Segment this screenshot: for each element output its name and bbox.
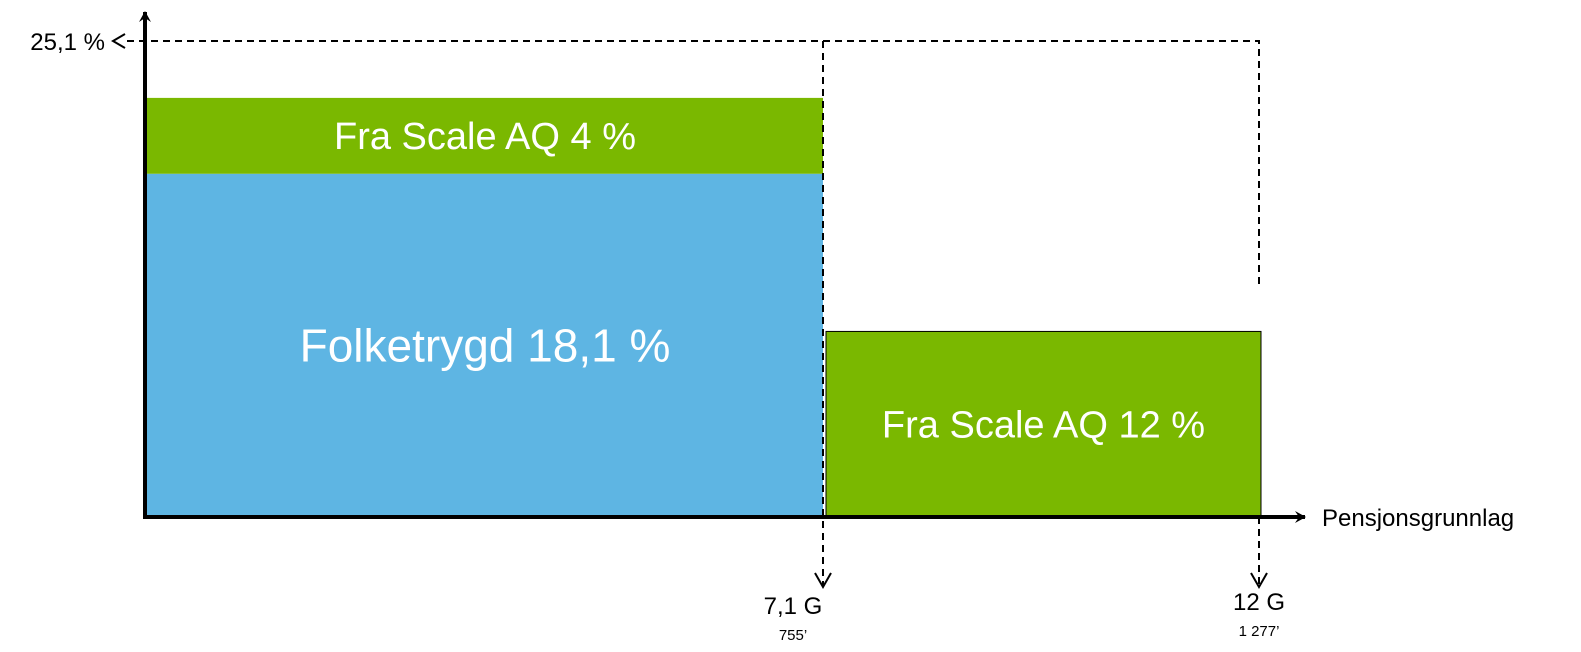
scale-aq-4-segment: [147, 97, 823, 174]
scale-aq-12-label: Fra Scale AQ 12 %: [882, 405, 1205, 447]
x-axis-title: Pensjonsgrunnlag: [1322, 505, 1514, 532]
folketrygd-segment: [147, 173, 823, 517]
y-max-tick-label: 25,1 %: [30, 29, 105, 56]
x-tick-sublabel-7-1g: 755’: [779, 627, 807, 644]
max-level-arrow-icon: [111, 33, 126, 49]
max-level-guide: [127, 40, 1260, 285]
7-1g-arrow-icon: [814, 572, 832, 590]
scale-aq-4-label: Fra Scale AQ 4 %: [334, 116, 636, 158]
x-tick-label-12g: 12 G: [1233, 589, 1285, 616]
x-tick-label-7-1g: 7,1 G: [764, 593, 823, 620]
12g-arrow-icon: [1250, 572, 1268, 590]
folketrygd-label: Folketrygd 18,1 %: [300, 319, 671, 371]
scale-aq-12-segment: [825, 330, 1262, 518]
x-tick-sublabel-12g: 1 277’: [1239, 623, 1280, 640]
